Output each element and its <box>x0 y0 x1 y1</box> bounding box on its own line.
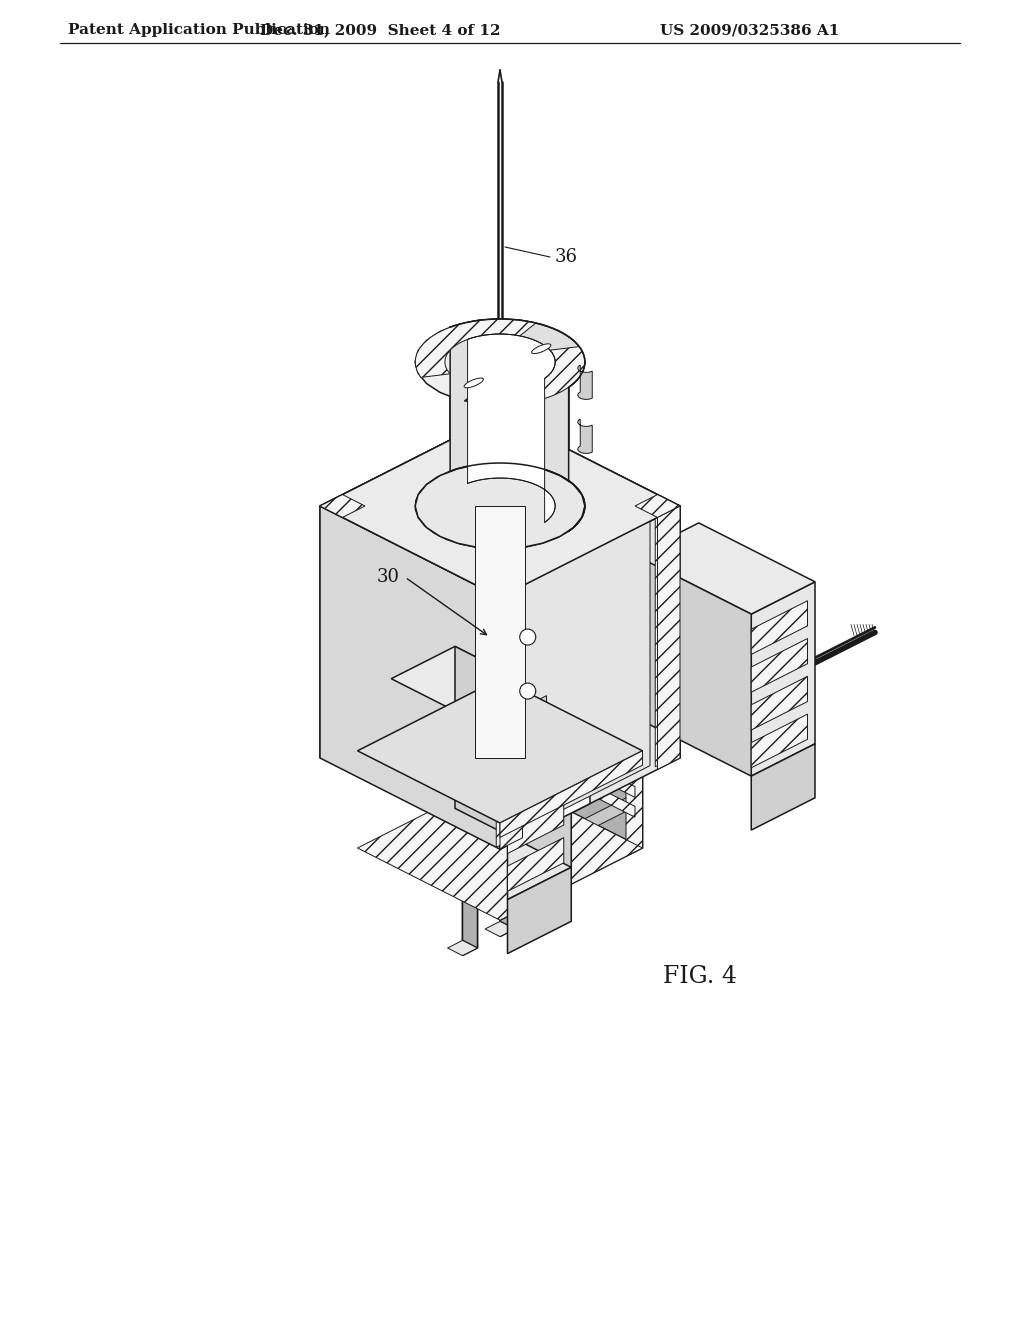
Polygon shape <box>752 639 808 692</box>
Polygon shape <box>451 319 585 531</box>
Text: FIG. 4: FIG. 4 <box>663 965 737 989</box>
Text: Patent Application Publication: Patent Application Publication <box>68 22 330 37</box>
Text: Dec. 31, 2009  Sheet 4 of 12: Dec. 31, 2009 Sheet 4 of 12 <box>260 22 501 37</box>
Polygon shape <box>500 586 522 849</box>
Polygon shape <box>500 789 642 875</box>
Polygon shape <box>635 556 752 776</box>
Polygon shape <box>538 821 553 909</box>
Text: 30: 30 <box>377 568 400 586</box>
Polygon shape <box>515 513 650 834</box>
Polygon shape <box>578 418 592 453</box>
Polygon shape <box>319 506 500 849</box>
Polygon shape <box>463 859 477 948</box>
Polygon shape <box>508 722 635 797</box>
Polygon shape <box>319 414 522 517</box>
Polygon shape <box>500 841 515 929</box>
Polygon shape <box>508 702 635 777</box>
Polygon shape <box>500 686 642 847</box>
Polygon shape <box>508 762 564 816</box>
Polygon shape <box>464 347 585 405</box>
Polygon shape <box>416 319 536 378</box>
Polygon shape <box>578 366 592 400</box>
Polygon shape <box>635 495 680 517</box>
Polygon shape <box>508 800 564 854</box>
Polygon shape <box>391 647 571 738</box>
Polygon shape <box>416 463 585 549</box>
Polygon shape <box>485 841 515 855</box>
Polygon shape <box>500 506 680 849</box>
Polygon shape <box>447 859 477 875</box>
Polygon shape <box>657 506 680 770</box>
Text: 36: 36 <box>555 248 578 267</box>
Polygon shape <box>477 414 522 438</box>
Polygon shape <box>522 821 553 837</box>
Polygon shape <box>455 647 571 867</box>
Polygon shape <box>319 414 500 758</box>
Polygon shape <box>538 829 553 917</box>
Polygon shape <box>531 343 551 354</box>
Polygon shape <box>500 847 515 937</box>
Polygon shape <box>357 686 642 830</box>
Polygon shape <box>500 414 680 758</box>
Polygon shape <box>485 921 515 937</box>
Polygon shape <box>752 582 815 776</box>
Polygon shape <box>463 867 477 956</box>
Polygon shape <box>483 722 494 781</box>
Circle shape <box>520 630 536 645</box>
Polygon shape <box>447 940 477 956</box>
Polygon shape <box>752 676 808 730</box>
Circle shape <box>520 682 536 700</box>
Polygon shape <box>626 758 642 857</box>
Polygon shape <box>508 838 564 891</box>
Polygon shape <box>357 776 642 920</box>
Polygon shape <box>655 504 676 767</box>
Polygon shape <box>500 822 516 920</box>
Polygon shape <box>522 903 553 917</box>
Polygon shape <box>477 574 522 597</box>
Polygon shape <box>500 758 642 920</box>
Polygon shape <box>319 414 680 597</box>
Polygon shape <box>510 709 520 768</box>
Polygon shape <box>357 678 642 822</box>
Polygon shape <box>500 751 642 837</box>
Polygon shape <box>319 414 680 597</box>
Polygon shape <box>500 552 590 849</box>
Text: US 2009/0325386 A1: US 2009/0325386 A1 <box>660 22 840 37</box>
Polygon shape <box>536 696 547 755</box>
Polygon shape <box>415 463 585 549</box>
Polygon shape <box>508 725 564 777</box>
Polygon shape <box>477 495 680 597</box>
Polygon shape <box>508 742 635 817</box>
Polygon shape <box>319 495 365 517</box>
Polygon shape <box>415 319 585 405</box>
Polygon shape <box>468 334 555 523</box>
Polygon shape <box>464 378 483 388</box>
Polygon shape <box>635 523 815 614</box>
Polygon shape <box>752 714 808 768</box>
Polygon shape <box>475 506 525 758</box>
Polygon shape <box>752 601 808 655</box>
Polygon shape <box>508 867 571 953</box>
Polygon shape <box>508 705 571 900</box>
Polygon shape <box>752 743 815 830</box>
Polygon shape <box>497 585 517 847</box>
